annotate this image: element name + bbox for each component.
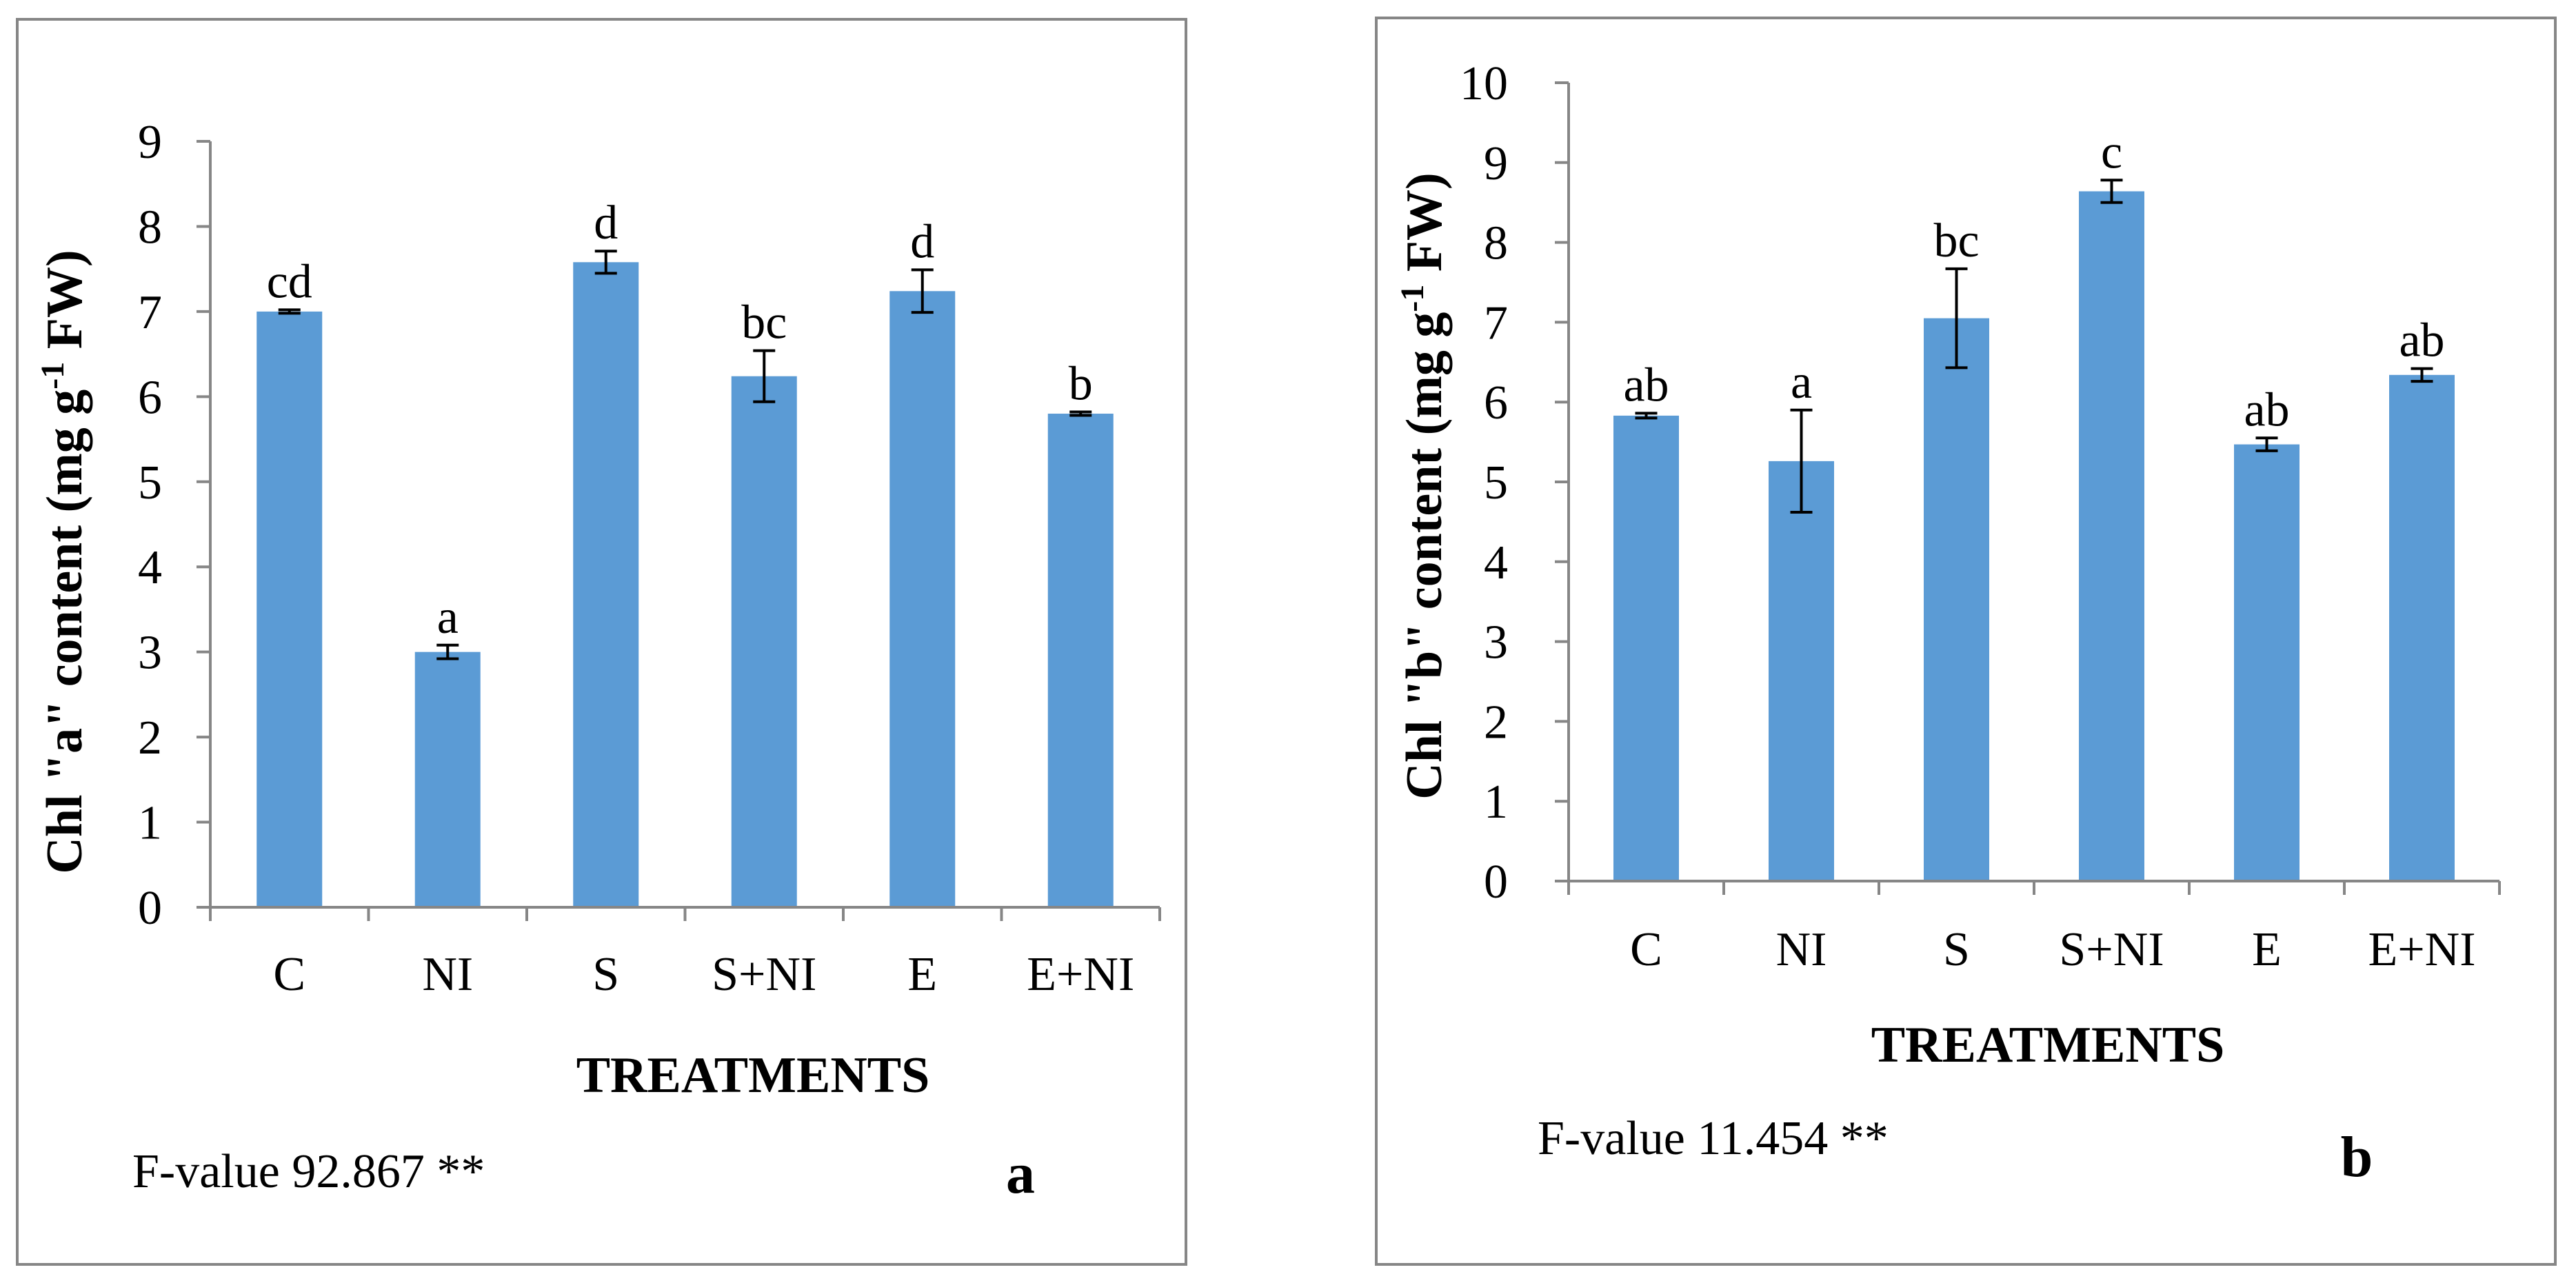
panel-a-xlabel: TREATMENTS <box>576 1047 930 1104</box>
panel-a-significance-label: b <box>1069 358 1093 411</box>
panel-a-ytick-label: 3 <box>138 627 162 680</box>
panel-b-ytick-label: 6 <box>1484 376 1508 430</box>
panel-b-frame <box>1375 17 2557 1266</box>
panel-b-ylabel-unit: FW) <box>1396 172 1453 284</box>
panel-a-bar <box>573 262 639 907</box>
panel-a-bar <box>731 376 797 907</box>
panel-a-f-value: F-value 92.867 ** <box>132 1145 485 1198</box>
panel-b-bar <box>1769 461 1834 881</box>
panel-b-ytick-label: 10 <box>1460 57 1508 110</box>
panel-b-ytick-label: 3 <box>1484 616 1508 669</box>
panel-b-bar <box>1924 318 1989 881</box>
chart-panel-a: 0 1 2 3 4 5 6 7 8 9 C NI S S+NI E E+NI cd a d bc d b Chl "a… <box>16 18 1187 1266</box>
panel-a-ytick-label: 9 <box>138 116 162 169</box>
panel-b-f-value: F-value 11.454 ** <box>1538 1112 1889 1165</box>
panel-b-ylabel-superscript: -1 <box>1394 285 1431 312</box>
panel-b-significance-label: c <box>2101 125 2122 179</box>
panel-a-significance-label: d <box>910 215 934 268</box>
panel-b-significance-label: ab <box>1623 358 1669 412</box>
panel-b-xlabel: TREATMENTS <box>1871 1017 2225 1073</box>
panel-a-ytick-label: 8 <box>138 201 162 254</box>
panel-a-ytick-label: 2 <box>138 711 162 765</box>
panel-b-letter: b <box>2341 1125 2373 1189</box>
panel-a-category-label: C <box>273 948 305 1001</box>
panel-b-bar <box>2389 374 2455 881</box>
panel-a-category-label: NI <box>422 948 473 1001</box>
panel-b-category-label: E <box>2252 923 2282 976</box>
panel-b-ytick-label: 5 <box>1484 456 1508 509</box>
panel-a-bar <box>256 311 323 907</box>
panel-a-significance-label: bc <box>741 296 787 350</box>
panel-b-ytick-label: 2 <box>1484 696 1508 749</box>
panel-b-category-label: S+NI <box>2059 923 2164 976</box>
panel-b-bar <box>1613 415 1679 881</box>
panel-b-significance-label: ab <box>2399 314 2444 367</box>
panel-a-category-label: S <box>592 948 619 1001</box>
panel-b-ytick-label: 8 <box>1484 217 1508 270</box>
panel-a-letter: a <box>1006 1142 1035 1206</box>
panel-b-category-label: S <box>1943 923 1970 976</box>
panel-b-category-label: NI <box>1776 923 1827 976</box>
chart-panel-b: 0 1 2 3 4 5 6 7 8 9 10 C NI S S+NI E E+NI ab a bc c ab ab Ch… <box>1375 17 2557 1266</box>
panel-a-ylabel-unit: FW) <box>37 250 93 361</box>
panel-b-bar <box>2079 191 2144 881</box>
panel-a-significance-label: cd <box>267 255 312 308</box>
panel-b-ytick-label: 1 <box>1484 776 1508 829</box>
panel-a-bar <box>1047 414 1114 907</box>
panel-b-ytick-label: 0 <box>1484 856 1508 909</box>
panel-b-category-label: C <box>1630 923 1662 976</box>
panel-b-ytick-label: 7 <box>1484 296 1508 350</box>
panel-b-ytick-label: 4 <box>1484 536 1508 589</box>
panel-a-ylabel-main: Chl "a" content (mg g <box>37 390 93 874</box>
panel-a-category-label: S+NI <box>712 948 816 1001</box>
panel-a-ytick-label: 5 <box>138 456 162 509</box>
panel-a-ytick-label: 1 <box>138 797 162 850</box>
panel-b-bar <box>2234 444 2300 881</box>
panel-a-bar <box>414 651 481 907</box>
panel-b-ylabel: Chl "b" content (mg g-1 FW) <box>1394 172 1453 799</box>
panel-a-frame <box>16 18 1187 1266</box>
panel-b-significance-label: a <box>1791 356 1812 409</box>
panel-a-category-label: E+NI <box>1027 948 1134 1001</box>
panel-a-ytick-label: 0 <box>138 882 162 935</box>
panel-b-category-label: E+NI <box>2368 923 2475 976</box>
panel-a-ytick-label: 4 <box>138 541 162 594</box>
panel-a-ylabel: Chl "a" content (mg g-1 FW) <box>34 250 94 873</box>
panel-a-ytick-label: 7 <box>138 286 162 339</box>
panel-a-significance-label: a <box>437 591 459 644</box>
panel-b-ytick-label: 9 <box>1484 137 1508 190</box>
panel-b-ylabel-main: Chl "b" content (mg g <box>1396 312 1453 800</box>
panel-a-ylabel-superscript: -1 <box>34 362 71 390</box>
panel-a-significance-label: d <box>594 196 618 250</box>
panel-a-ytick-label: 6 <box>138 371 162 424</box>
panel-b-significance-label: ab <box>2244 383 2289 436</box>
panel-a-bar <box>889 291 956 907</box>
panel-a-category-label: E <box>907 948 937 1001</box>
panel-b-significance-label: bc <box>1933 214 1979 267</box>
